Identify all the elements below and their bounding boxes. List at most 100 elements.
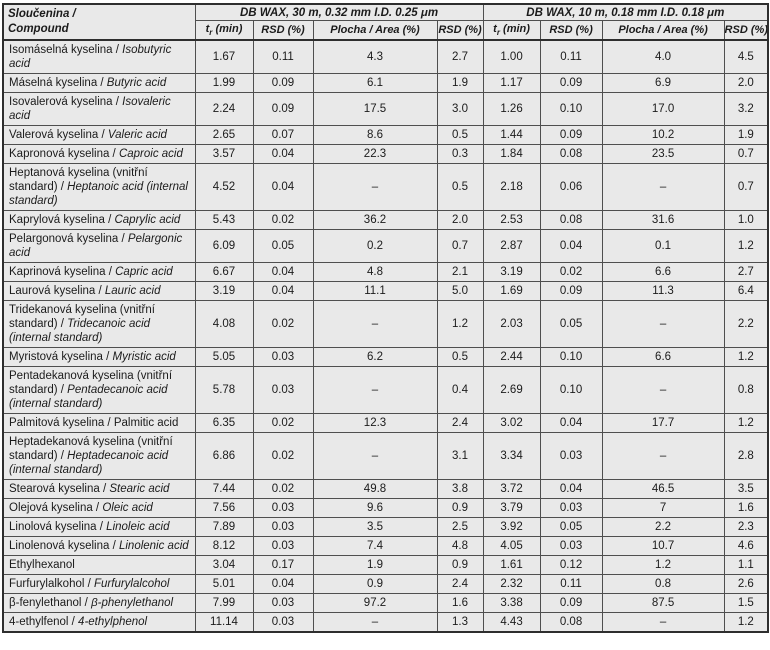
value-cell: 0.7 bbox=[723, 143, 769, 164]
value-cell: 4.8 bbox=[312, 261, 438, 282]
value-cell: 4.08 bbox=[194, 299, 254, 348]
value-cell: 0.09 bbox=[539, 280, 603, 301]
value-cell: 3.8 bbox=[436, 478, 484, 499]
value-cell: 8.12 bbox=[194, 535, 254, 556]
value-cell: 0.04 bbox=[539, 228, 603, 263]
value-cell: 2.0 bbox=[436, 209, 484, 230]
compound-name-czech: Pelargonová kyselina / bbox=[9, 232, 128, 245]
value-cell: 2.5 bbox=[436, 516, 484, 537]
compound-name-english: Lauric acid bbox=[104, 284, 161, 297]
value-cell: 0.07 bbox=[252, 124, 314, 145]
value-cell: 0.5 bbox=[436, 124, 484, 145]
value-cell: 5.05 bbox=[194, 346, 254, 367]
compound-header-line2: Compound bbox=[8, 22, 69, 35]
value-cell: 2.87 bbox=[482, 228, 541, 263]
value-cell: 0.04 bbox=[539, 412, 603, 433]
table-row: Heptadekanová kyselina (vnitřní standard… bbox=[2, 431, 769, 480]
compound-name-english: Pelargonic acid bbox=[9, 232, 183, 259]
compound-name-cell: Furfurylalkohol / Furfurylalcohol bbox=[2, 573, 196, 594]
compound-name-cell: Olejová kyselina / Oleic acid bbox=[2, 497, 196, 518]
value-cell: 0.02 bbox=[252, 478, 314, 499]
value-cell: 2.32 bbox=[482, 573, 541, 594]
compound-name-cell: Kaprinová kyselina / Capric acid bbox=[2, 261, 196, 282]
value-cell: 0.4 bbox=[436, 365, 484, 414]
value-cell: 5.01 bbox=[194, 573, 254, 594]
value-cell: 0.08 bbox=[539, 611, 603, 633]
value-cell: 0.10 bbox=[539, 346, 603, 367]
compound-name-czech: Tridekanová kyselina (vnitřní standard) … bbox=[9, 303, 155, 330]
compound-header-line1: Sloučenina / bbox=[8, 8, 76, 20]
value-cell: 3.34 bbox=[482, 431, 541, 480]
table-row: Kapronová kyselina / Caproic acid 3.57 0.0… bbox=[2, 143, 769, 164]
compound-name-cell: Tridekanová kyselina (vnitřní standard) … bbox=[2, 299, 196, 348]
compound-name-english: Furfurylalcohol bbox=[94, 577, 170, 590]
value-cell: 2.24 bbox=[194, 91, 254, 126]
compound-name-czech: Ethylhexanol bbox=[9, 558, 75, 571]
value-cell: 7.89 bbox=[194, 516, 254, 537]
table-row: Heptanová kyselina (vnitřní standard) / … bbox=[2, 162, 769, 211]
value-cell: 1.0 bbox=[723, 209, 769, 230]
value-cell: 0.7 bbox=[723, 162, 769, 211]
compound-name-czech: β-fenylethanol / bbox=[9, 596, 92, 609]
compound-name-english: Capric acid bbox=[115, 265, 173, 278]
compound-name-cell: Pentadekanová kyselina (vnitřní standard… bbox=[2, 365, 196, 414]
value-cell: – bbox=[601, 162, 725, 211]
value-cell: 3.38 bbox=[482, 592, 541, 613]
value-cell: 2.0 bbox=[723, 72, 769, 93]
value-cell: 4.43 bbox=[482, 611, 541, 633]
table-row: Kaprylová kyselina / Caprylic acid 5.43 0.… bbox=[2, 209, 769, 230]
value-cell: 1.84 bbox=[482, 143, 541, 164]
value-cell: 2.69 bbox=[482, 365, 541, 414]
value-cell: 4.5 bbox=[723, 39, 769, 74]
value-cell: 0.06 bbox=[539, 162, 603, 211]
value-cell: 2.18 bbox=[482, 162, 541, 211]
col-header-rsd-tr-10m: RSD (%) bbox=[539, 20, 603, 41]
compound-name-czech: Isovalerová kyselina / bbox=[9, 95, 123, 108]
value-cell: 0.02 bbox=[539, 261, 603, 282]
compound-name-english: Oleic acid bbox=[102, 501, 153, 514]
value-cell: 10.7 bbox=[601, 535, 725, 556]
value-cell: 2.44 bbox=[482, 346, 541, 367]
value-cell: 1.69 bbox=[482, 280, 541, 301]
value-cell: 0.11 bbox=[252, 39, 314, 74]
compound-name-cell: β-fenylethanol / β-phenylethanol bbox=[2, 592, 196, 613]
value-cell: 4.05 bbox=[482, 535, 541, 556]
value-cell: 0.12 bbox=[539, 554, 603, 575]
compound-name-cell: Ethylhexanol bbox=[2, 554, 196, 575]
value-cell: 1.2 bbox=[723, 346, 769, 367]
compound-name-czech: 4-ethylfenol / bbox=[9, 615, 79, 628]
value-cell: 3.5 bbox=[312, 516, 438, 537]
value-cell: 0.04 bbox=[252, 573, 314, 594]
compound-name-czech: Heptadekanová kyselina (vnitřní standard… bbox=[9, 435, 173, 462]
compound-name-cell: Isovalerová kyselina / Isovaleric acid bbox=[2, 91, 196, 126]
value-cell: 10.2 bbox=[601, 124, 725, 145]
value-cell: 0.03 bbox=[539, 535, 603, 556]
value-cell: 2.65 bbox=[194, 124, 254, 145]
compound-name-czech: Linolenová kyselina / bbox=[9, 539, 119, 552]
value-cell: 0.5 bbox=[436, 346, 484, 367]
value-cell: 3.2 bbox=[723, 91, 769, 126]
value-cell: – bbox=[312, 431, 438, 480]
compound-name-cell: Kapronová kyselina / Caproic acid bbox=[2, 143, 196, 164]
compound-name-czech: Kaprylová kyselina / bbox=[9, 213, 115, 226]
value-cell: 0.02 bbox=[252, 209, 314, 230]
table-row: Pelargonová kyselina / Pelargonic acid 6.… bbox=[2, 228, 769, 263]
value-cell: 0.05 bbox=[252, 228, 314, 263]
table-header: Sloučenina / Compound DB WAX, 30 m, 0.32… bbox=[2, 3, 769, 41]
value-cell: 2.4 bbox=[436, 412, 484, 433]
value-cell: – bbox=[601, 431, 725, 480]
value-cell: 8.6 bbox=[312, 124, 438, 145]
col-header-area-30m: Plocha / Area (%) bbox=[312, 20, 438, 41]
compound-name-cell: Heptadekanová kyselina (vnitřní standard… bbox=[2, 431, 196, 480]
compound-name-english: Isobutyric acid bbox=[9, 43, 172, 70]
value-cell: 0.9 bbox=[436, 497, 484, 518]
compound-name-cell: Myristová kyselina / Myristic acid bbox=[2, 346, 196, 367]
value-cell: – bbox=[312, 365, 438, 414]
compound-name-czech: Valerová kyselina / bbox=[9, 128, 108, 141]
value-cell: 2.7 bbox=[436, 39, 484, 74]
compound-name-czech: Pentadekanová kyselina (vnitřní standard… bbox=[9, 369, 173, 396]
value-cell: 1.9 bbox=[312, 554, 438, 575]
value-cell: 0.03 bbox=[539, 497, 603, 518]
value-cell: 0.03 bbox=[252, 535, 314, 556]
table-row: Pentadekanová kyselina (vnitřní standard… bbox=[2, 365, 769, 414]
